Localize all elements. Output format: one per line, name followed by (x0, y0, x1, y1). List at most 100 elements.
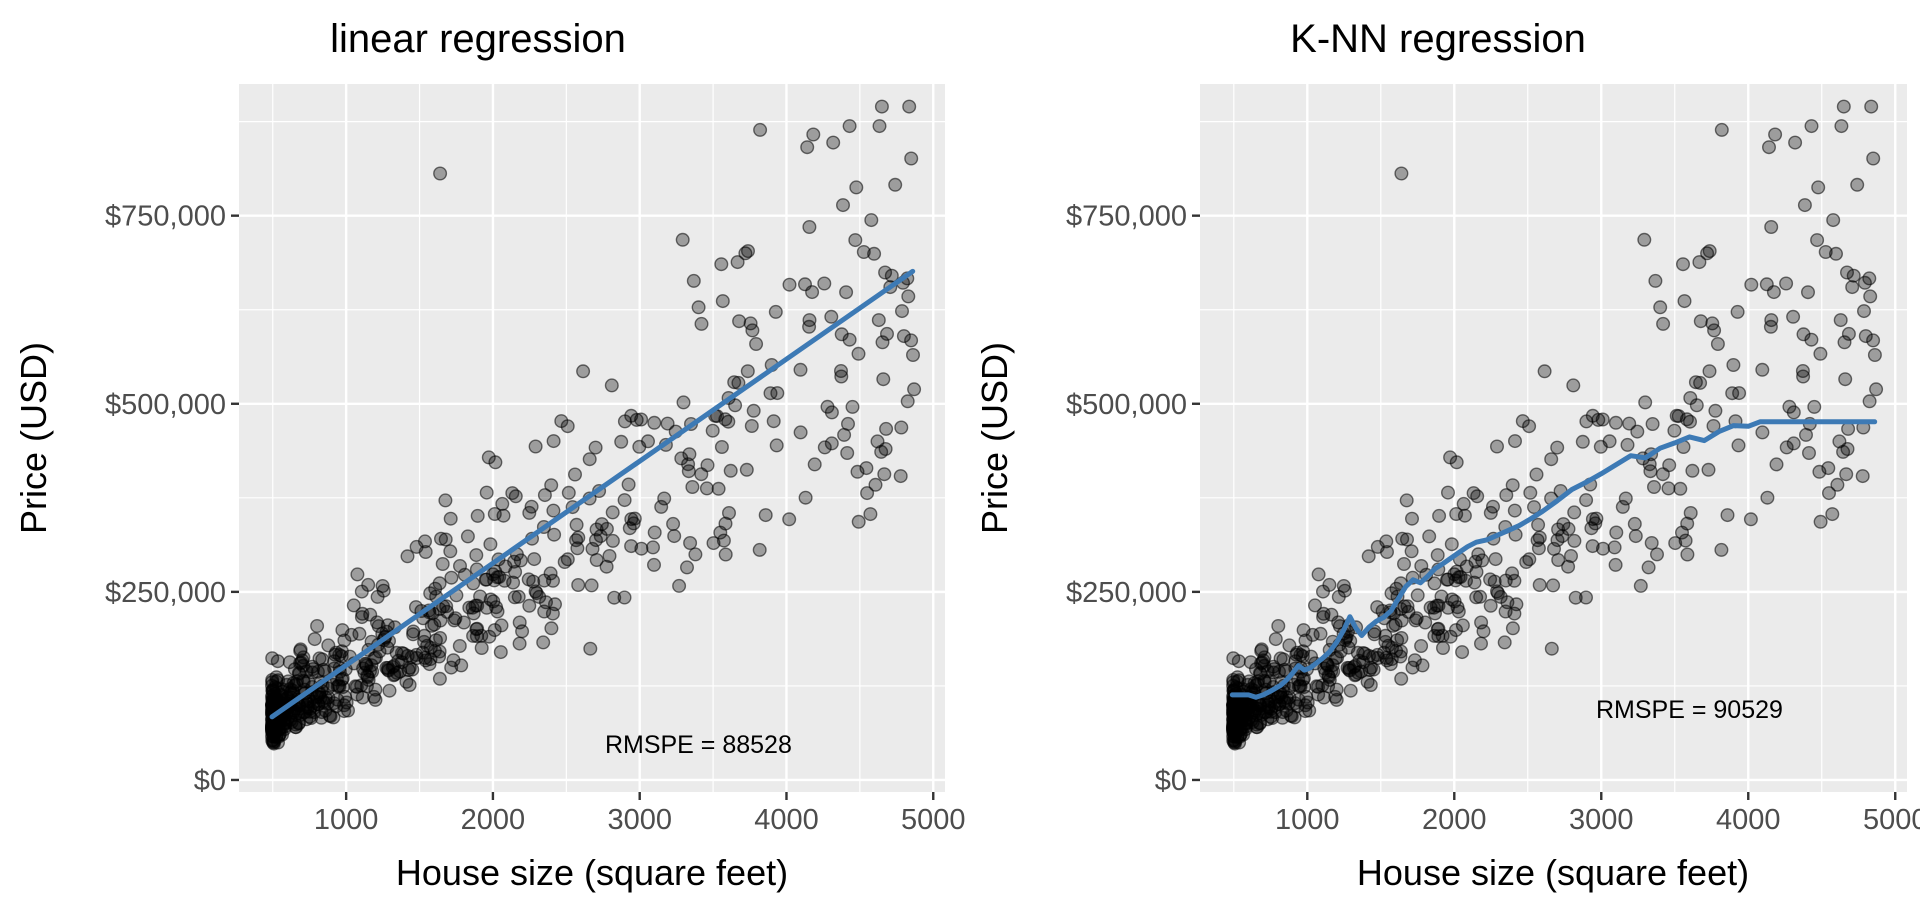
scatter-point (352, 626, 367, 641)
scatter-point (1311, 567, 1326, 582)
scatter-point (893, 469, 908, 484)
scatter-point (536, 635, 551, 650)
scatter-point (1532, 530, 1547, 545)
scatter-point (782, 277, 797, 292)
chart-title: linear regression (330, 17, 626, 61)
scatter-point (1693, 314, 1708, 329)
scatter-point (1379, 650, 1394, 665)
scatter-point (1483, 598, 1498, 613)
scatter-point (1584, 521, 1599, 536)
scatter-point (1866, 151, 1881, 166)
scatter-point (539, 595, 554, 610)
scatter-point (647, 525, 662, 540)
y-tick-label: $250,000 (105, 577, 226, 609)
scatter-point (1644, 536, 1659, 551)
scatter-point (732, 314, 747, 329)
scatter-point (1561, 559, 1576, 574)
y-tick-label: $750,000 (1066, 201, 1187, 233)
scatter-point (1685, 463, 1700, 478)
scatter-point (1797, 198, 1812, 213)
scatter-point (1429, 598, 1444, 613)
scatter-point (1653, 300, 1668, 315)
scatter-point (1415, 658, 1430, 673)
scatter-point (438, 532, 453, 547)
scatter-point (654, 499, 669, 514)
scatter-point (1786, 405, 1801, 420)
scatter-point (1648, 273, 1663, 288)
scatter-point (470, 621, 485, 636)
scatter-point (688, 547, 703, 562)
scatter-point (469, 629, 484, 644)
scatter-point (1563, 549, 1578, 564)
scatter-point (749, 337, 764, 352)
scatter-point (728, 398, 743, 413)
x-tick-label: 5000 (1863, 804, 1920, 836)
scatter-point (418, 650, 433, 665)
scatter-point (681, 457, 696, 472)
x-tick-label: 4000 (1716, 804, 1781, 836)
scatter-point (894, 420, 909, 435)
scatter-point (418, 534, 433, 549)
scatter-point (546, 434, 561, 449)
scatter-point (1637, 232, 1652, 247)
scatter-point (1261, 699, 1276, 714)
scatter-point (824, 405, 839, 420)
scatter-point (1487, 574, 1502, 589)
scatter-point (714, 440, 729, 455)
scatter-point (1855, 469, 1870, 484)
scatter-point (1370, 647, 1385, 662)
scatter-point (310, 619, 325, 634)
scatter-point (1795, 364, 1810, 379)
scatter-point (1551, 553, 1566, 568)
scatter-point (842, 119, 857, 134)
scatter-point (1669, 408, 1684, 423)
scatter-point (768, 304, 783, 319)
scatter-point (583, 641, 598, 656)
scatter-point (1838, 372, 1853, 387)
scatter-point (877, 467, 892, 482)
scatter-point (1673, 481, 1688, 496)
scatter-point (802, 319, 817, 334)
scatter-point (544, 621, 559, 636)
scatter-point (805, 285, 820, 300)
scatter-point (1568, 590, 1583, 605)
scatter-point (307, 632, 322, 647)
scatter-point (300, 699, 315, 714)
scatter-point (1505, 621, 1520, 636)
scatter-point (1315, 584, 1330, 599)
scatter-point (1370, 600, 1385, 615)
scatter-point (1253, 666, 1268, 681)
scatter-point (694, 316, 709, 331)
scatter-point (1649, 547, 1664, 562)
scatter-point (1431, 629, 1446, 644)
scatter-point (1292, 678, 1307, 693)
scatter-point (488, 455, 503, 470)
scatter-point (876, 372, 891, 387)
scatter-point (1768, 127, 1783, 142)
scatter-point (1779, 440, 1794, 455)
scatter-point (282, 655, 297, 670)
y-tick-label: $0 (194, 765, 226, 797)
scatter-point (1505, 478, 1520, 493)
scatter-point (588, 440, 603, 455)
scatter-point (1609, 525, 1624, 540)
scatter-point (508, 565, 523, 580)
scatter-point (1786, 309, 1801, 324)
scatter-point (1818, 244, 1833, 259)
scatter-point (434, 531, 449, 546)
scatter-point (617, 493, 632, 508)
scatter-point (1710, 337, 1725, 352)
scatter-point (758, 508, 773, 523)
scatter-point (1674, 525, 1689, 540)
scatter-point (1667, 423, 1682, 438)
scatter-point (1628, 529, 1643, 544)
scatter-point (496, 508, 511, 523)
scatter-point (753, 122, 768, 137)
scatter-point (1646, 480, 1661, 495)
x-tick-label: 4000 (754, 804, 819, 836)
scatter-point (782, 512, 797, 527)
scatter-point (1608, 557, 1623, 572)
scatter-point (634, 541, 649, 556)
scatter-point (329, 645, 344, 660)
